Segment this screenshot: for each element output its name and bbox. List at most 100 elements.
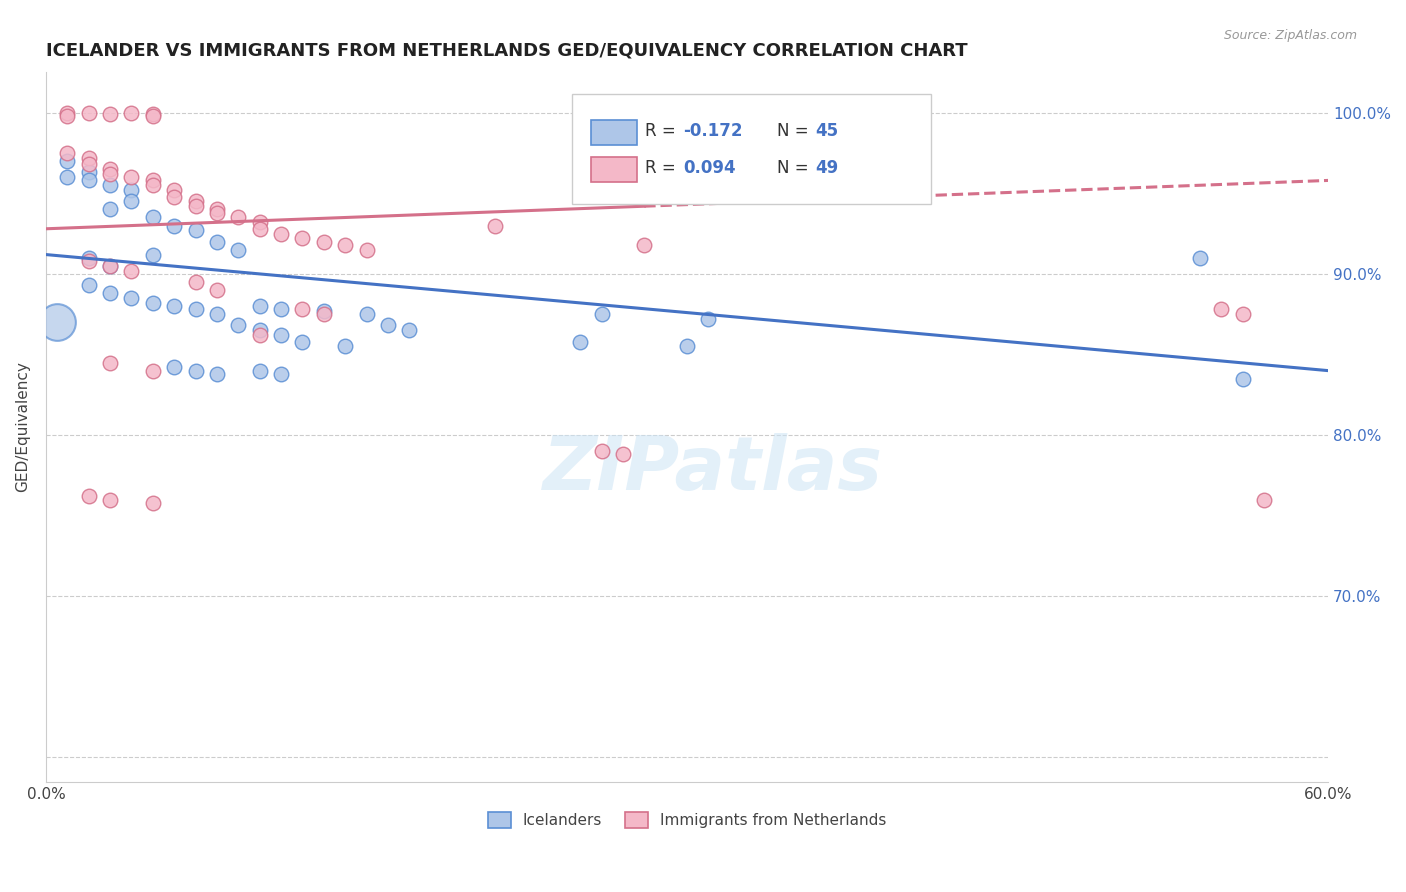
Text: -0.172: -0.172 <box>683 122 742 140</box>
Point <box>163 360 186 375</box>
Point <box>676 339 699 353</box>
Point <box>184 199 207 213</box>
Point <box>184 275 207 289</box>
Point <box>291 334 314 349</box>
Point <box>249 328 271 343</box>
Point <box>163 299 186 313</box>
Point <box>163 219 186 233</box>
Y-axis label: GED/Equivalency: GED/Equivalency <box>15 361 30 492</box>
Point <box>249 221 271 235</box>
Point <box>184 302 207 317</box>
Text: ICELANDER VS IMMIGRANTS FROM NETHERLANDS GED/EQUIVALENCY CORRELATION CHART: ICELANDER VS IMMIGRANTS FROM NETHERLANDS… <box>46 42 967 60</box>
Point <box>120 183 142 197</box>
Point <box>226 318 249 333</box>
Point <box>98 259 121 273</box>
Point <box>205 367 228 381</box>
Point <box>98 286 121 301</box>
Point <box>98 178 121 193</box>
Point <box>184 223 207 237</box>
Point <box>45 315 67 329</box>
Point <box>612 447 634 461</box>
Point <box>77 251 100 265</box>
Point <box>270 328 292 343</box>
Point <box>249 363 271 377</box>
Point <box>484 219 506 233</box>
Point <box>142 296 165 310</box>
Point <box>356 307 378 321</box>
Point <box>98 355 121 369</box>
Point <box>77 165 100 179</box>
Point <box>356 243 378 257</box>
Point <box>1211 302 1233 317</box>
Point <box>163 183 186 197</box>
Point <box>591 307 613 321</box>
Point <box>98 259 121 273</box>
Point <box>205 283 228 297</box>
Text: 45: 45 <box>815 122 838 140</box>
Point <box>142 173 165 187</box>
Text: 0.094: 0.094 <box>683 159 735 178</box>
Point <box>142 109 165 123</box>
Text: ZIPatlas: ZIPatlas <box>543 434 883 506</box>
Point <box>205 202 228 217</box>
Point <box>98 167 121 181</box>
Point <box>142 211 165 225</box>
Point <box>1188 251 1211 265</box>
Point <box>77 157 100 171</box>
Point <box>56 170 79 185</box>
Point <box>120 170 142 185</box>
Point <box>249 215 271 229</box>
Point <box>1232 372 1254 386</box>
Point <box>333 339 356 353</box>
FancyBboxPatch shape <box>572 94 931 203</box>
Point <box>98 107 121 121</box>
Point <box>142 178 165 193</box>
Point <box>142 363 165 377</box>
Legend: Icelanders, Immigrants from Netherlands: Icelanders, Immigrants from Netherlands <box>481 806 893 834</box>
Point <box>56 109 79 123</box>
Point <box>77 254 100 268</box>
FancyBboxPatch shape <box>591 120 637 145</box>
Point <box>291 302 314 317</box>
Point <box>591 444 613 458</box>
Point <box>142 107 165 121</box>
Point <box>1232 307 1254 321</box>
Point <box>205 205 228 219</box>
Text: N =: N = <box>776 159 814 178</box>
Point <box>398 323 420 337</box>
Point <box>98 162 121 177</box>
Point <box>312 304 335 318</box>
Point <box>1253 492 1275 507</box>
Point <box>697 312 720 326</box>
Point <box>120 291 142 305</box>
Point <box>120 194 142 209</box>
Point <box>312 307 335 321</box>
Text: N =: N = <box>776 122 814 140</box>
Point <box>142 496 165 510</box>
Point <box>184 194 207 209</box>
Point <box>98 492 121 507</box>
Point <box>226 211 249 225</box>
Point <box>56 105 79 120</box>
Point <box>633 238 655 252</box>
Point <box>333 238 356 252</box>
Point <box>291 231 314 245</box>
Text: Source: ZipAtlas.com: Source: ZipAtlas.com <box>1223 29 1357 42</box>
Point <box>77 151 100 165</box>
Point <box>270 367 292 381</box>
Point <box>377 318 399 333</box>
Point <box>120 263 142 277</box>
Point <box>312 235 335 249</box>
Text: 49: 49 <box>815 159 838 178</box>
Point <box>249 299 271 313</box>
FancyBboxPatch shape <box>591 157 637 182</box>
Point <box>270 302 292 317</box>
Point <box>77 278 100 293</box>
Point <box>56 154 79 169</box>
Point <box>77 173 100 187</box>
Point <box>249 323 271 337</box>
Point <box>77 489 100 503</box>
Point <box>98 202 121 217</box>
Point <box>77 105 100 120</box>
Text: R =: R = <box>645 159 681 178</box>
